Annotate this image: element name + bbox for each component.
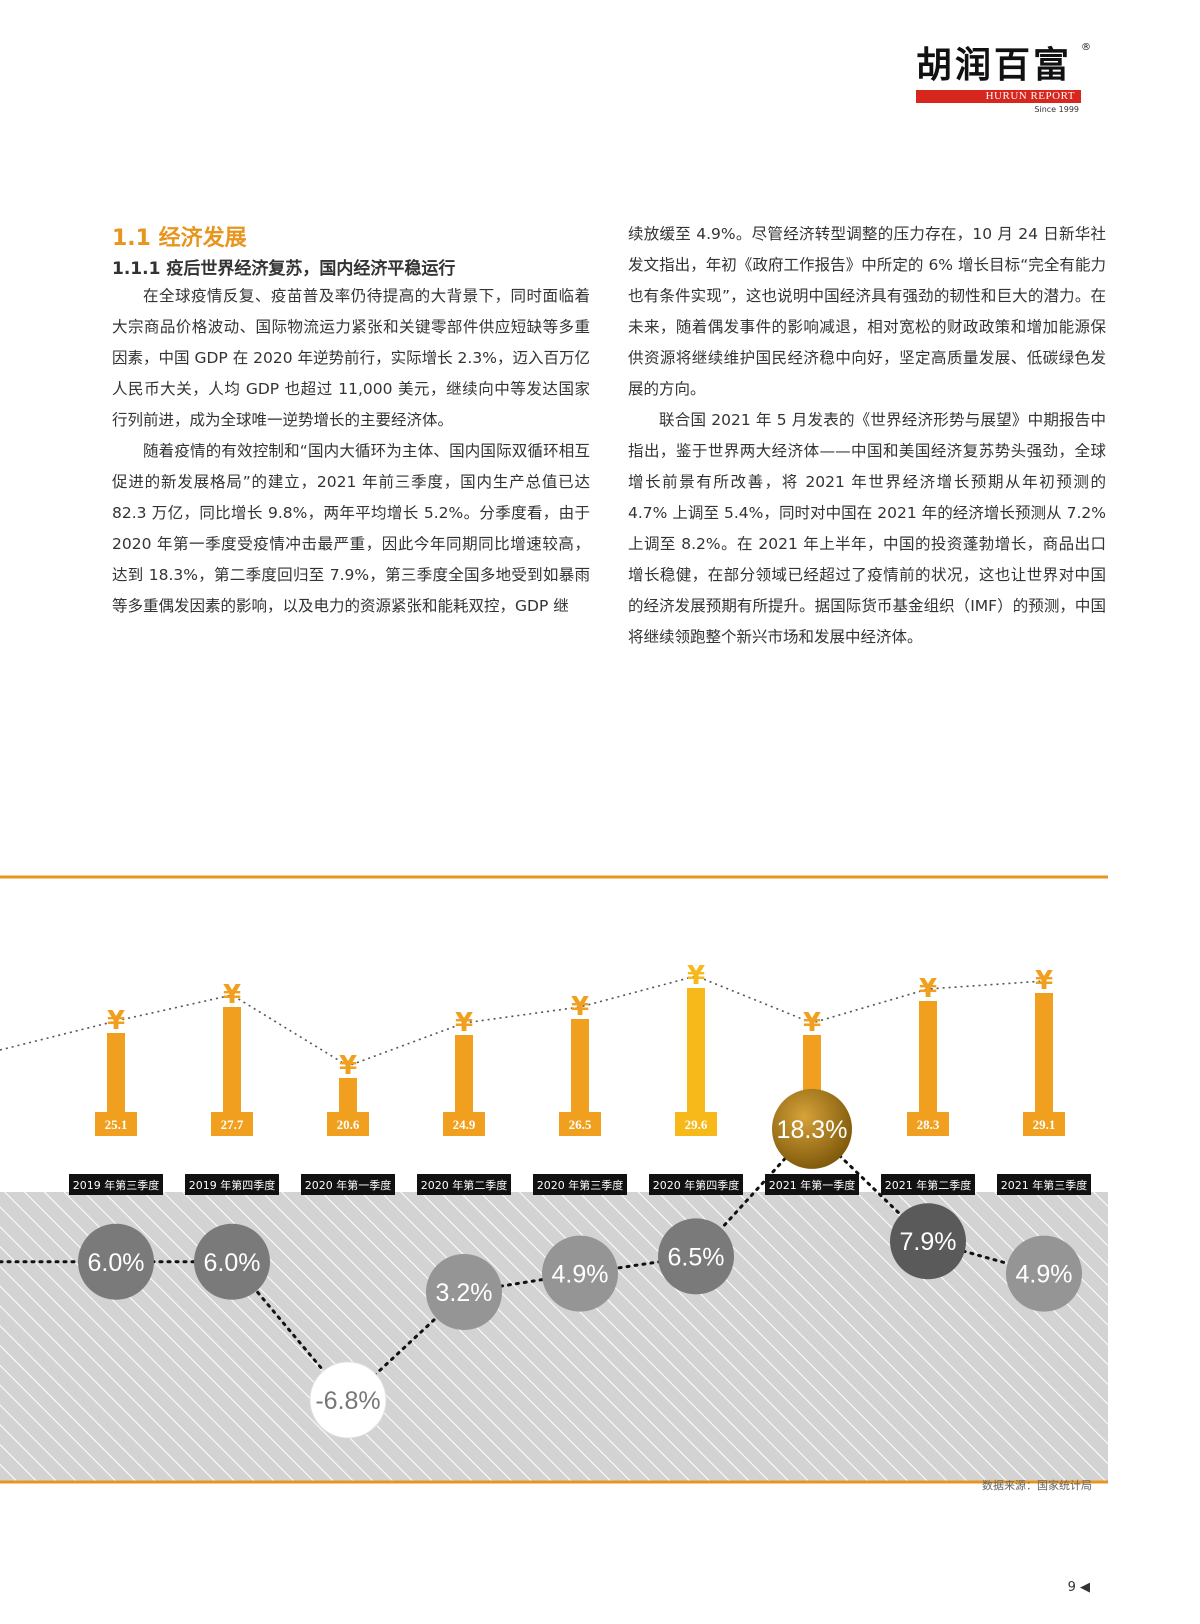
gdp-bar [571,1019,589,1112]
body-column-left: 在全球疫情反复、疫苗普及率仍待提高的大背景下，同时面临着大宗商品价格波动、国际物… [112,281,590,622]
gdp-bar-base [327,1112,369,1136]
data-source: 数据来源：国家统计局 [982,1479,1092,1492]
registered-mark: ® [1081,42,1091,53]
logo-english-bar: HURUN REPORT [916,90,1081,103]
category-label: 2019 年第三季度 [73,1178,160,1192]
category-label: 2020 年第四季度 [653,1178,740,1192]
triangle-left-icon: ◀ [1080,1580,1090,1595]
paragraph: 续放缓至 4.9%。尽管经济转型调整的压力存在，10 月 24 日新华社发文指出… [628,225,1106,398]
growth-bubble [890,1203,966,1280]
gdp-bar-base [95,1112,137,1136]
category-label: 2021 年第二季度 [885,1178,972,1192]
category-tag [997,1174,1091,1195]
gdp-bar-value-label: 28.3 [917,1117,940,1132]
category-label: 2021 年第三季度 [1001,1178,1088,1192]
growth-bubble [309,1361,387,1439]
yen-icon: ¥ [1035,966,1053,996]
category-tag [533,1174,627,1195]
growth-value-label: 6.5% [668,1243,725,1271]
gdp-bar [223,1007,241,1112]
gdp-bar-value-label: 29.6 [685,1117,708,1132]
section-title: 1.1 经济发展 [112,226,247,251]
yen-icon: ¥ [687,961,705,991]
logo-chinese-name: 胡润百富 [916,45,1073,86]
category-label: 2020 年第二季度 [421,1178,508,1192]
category-tag [765,1174,859,1195]
yen-icon: ¥ [803,1008,821,1038]
growth-bubble [194,1223,270,1300]
growth-value-label: 6.0% [88,1249,145,1277]
category-label: 2019 年第四季度 [189,1178,276,1192]
gdp-bar-base [1023,1112,1065,1136]
gdp-bar-value-label: 20.6 [337,1117,360,1132]
category-label: 2020 年第三季度 [537,1178,624,1192]
growth-value-label: -6.8% [315,1387,380,1415]
category-tag [649,1174,743,1195]
yen-icon: ¥ [919,974,937,1004]
growth-bubble [772,1088,852,1169]
gdp-bar-base [907,1112,949,1136]
growth-value-label: 3.2% [436,1279,493,1307]
page-number-text: 9 [1067,1580,1076,1595]
category-label: 2020 年第一季度 [305,1178,392,1192]
growth-bubble [78,1223,154,1300]
gdp-bar [455,1035,473,1112]
growth-bubble [542,1235,618,1312]
hurun-logo: 胡润百富 ® HURUN REPORT Since 1999 [908,42,1093,120]
gdp-bar-value-label: 26.5 [569,1117,592,1132]
logo-since: Since 1999 [1034,105,1079,114]
gdp-bar [1035,993,1053,1112]
gdp-bar-value-label: 24.9 [453,1117,476,1132]
page-number: 9 ◀ [1068,1580,1090,1595]
category-label: 2021 年第一季度 [769,1178,856,1192]
gdp-bar [919,1001,937,1112]
gdp-bar-value-label: 27.7 [221,1117,244,1132]
growth-value-label: 4.9% [1016,1261,1073,1289]
gdp-bar [339,1078,357,1112]
growth-trend-line [0,1126,1046,1403]
category-tag [301,1174,395,1195]
yen-icon: ¥ [223,980,241,1010]
growth-bubble [426,1254,502,1330]
gdp-bar-base [559,1112,601,1136]
growth-value-label: 7.9% [900,1228,957,1256]
category-tag [185,1174,279,1195]
paragraph: 联合国 2021 年 5 月发表的《世界经济形势与展望》中期报告中指出，鉴于世界… [628,411,1106,646]
yen-icon: ¥ [107,1006,125,1036]
gdp-bar-base [675,1112,717,1136]
body-column-right: 续放缓至 4.9%。尽管经济转型调整的压力存在，10 月 24 日新华社发文指出… [628,219,1106,653]
gdp-bar-value-label: 25.1 [105,1117,128,1132]
gdp-bar-base [211,1112,253,1136]
subsection-title: 1.1.1 疫后世界经济复苏，国内经济平稳运行 [112,259,456,279]
gdp-bar [107,1033,125,1112]
growth-value-label: 6.0% [204,1249,261,1277]
category-tag [881,1174,975,1195]
yen-icon: ¥ [455,1008,473,1038]
gdp-bar-value-label: 29.1 [1033,1117,1056,1132]
growth-bubble [658,1218,734,1295]
gdp-bar-base [443,1112,485,1136]
growth-value-label: 4.9% [552,1261,609,1289]
category-tag [69,1174,163,1195]
growth-bubble [1006,1235,1082,1312]
bar-trend-line [0,975,1045,1067]
paragraph: 在全球疫情反复、疫苗普及率仍待提高的大背景下，同时面临着大宗商品价格波动、国际物… [112,287,590,429]
gdp-bar [687,988,705,1112]
paragraph: 随着疫情的有效控制和“国内大循环为主体、国内国际双循环相互促进的新发展格局”的建… [112,442,590,615]
yen-icon: ¥ [571,992,589,1022]
yen-icon: ¥ [339,1051,357,1081]
growth-value-label: 18.3% [777,1116,848,1144]
category-tag [417,1174,511,1195]
